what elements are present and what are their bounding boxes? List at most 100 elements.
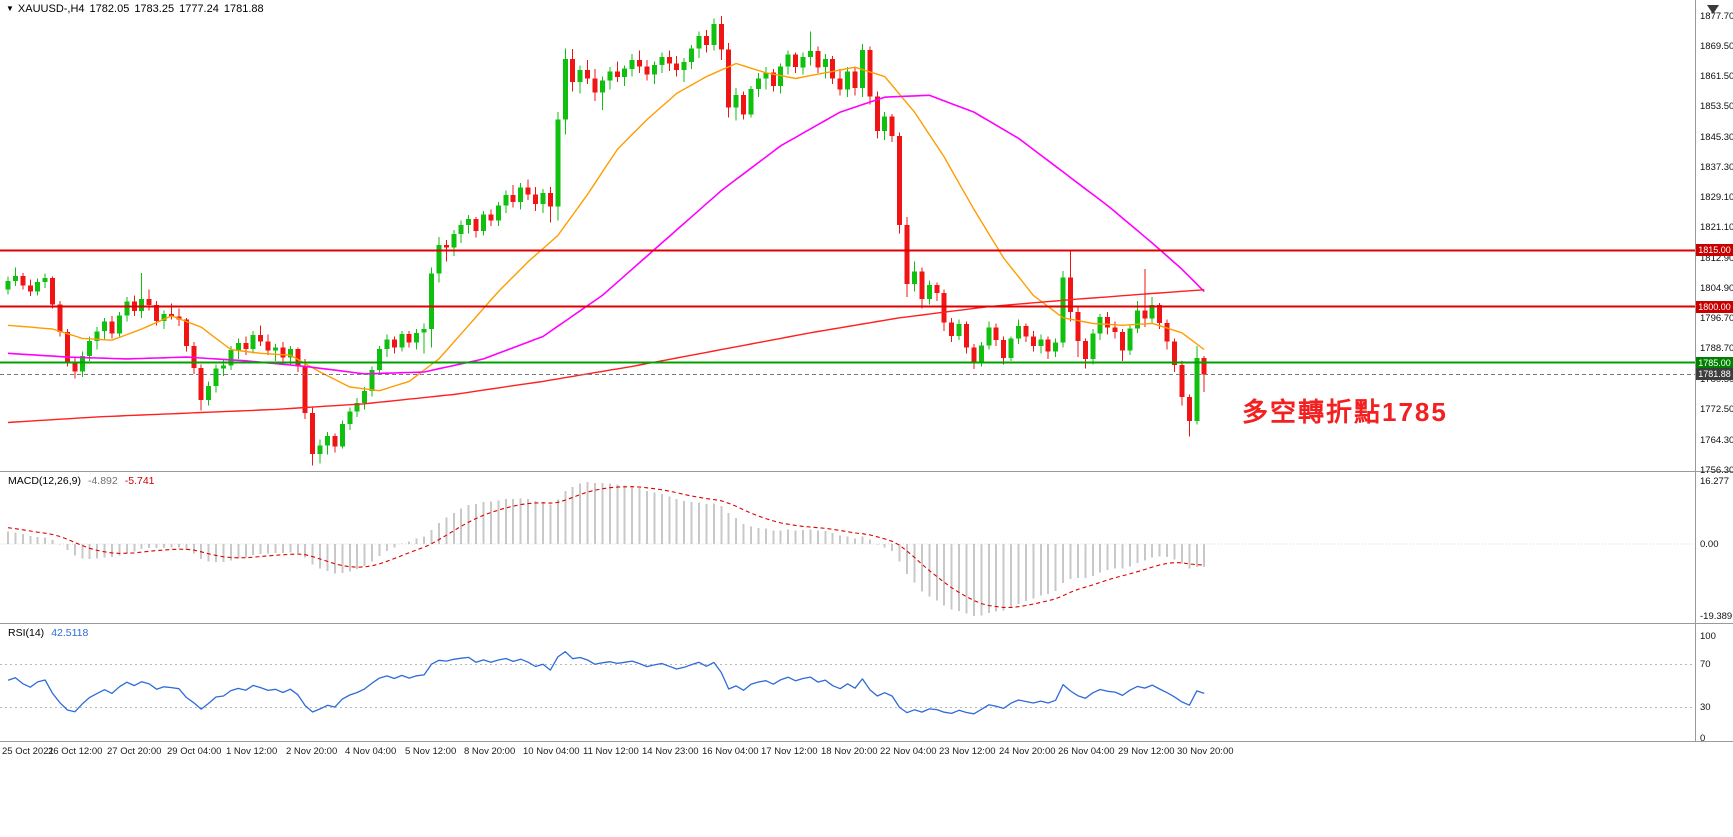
- annotation-text[interactable]: 多空轉折點1785: [1242, 397, 1448, 427]
- panel-separator[interactable]: [0, 471, 1733, 472]
- candle: [741, 91, 747, 120]
- macd-histogram-bar: [965, 544, 968, 614]
- rsi-axis-0-label: 0: [1700, 733, 1706, 744]
- price-axis-label: 1804.90: [1700, 283, 1733, 294]
- macd-histogram-bar: [519, 498, 522, 544]
- macd-histogram-bar: [1062, 544, 1065, 583]
- macd-histogram-bar: [972, 544, 975, 616]
- candle: [1127, 325, 1133, 356]
- time-axis-label: 16 Nov 04:00: [702, 746, 759, 757]
- macd-histogram-bar: [668, 496, 671, 544]
- candle: [1082, 338, 1088, 369]
- rsi-axis-70-label: 70: [1700, 659, 1711, 670]
- candle: [830, 56, 836, 85]
- macd-histogram-bar: [750, 526, 752, 544]
- macd-histogram-bar: [690, 502, 693, 544]
- candle: [1053, 338, 1059, 358]
- candle: [87, 336, 93, 361]
- rsi-value: 42.5118: [51, 627, 89, 639]
- macd-histogram-bar: [1151, 544, 1154, 558]
- macd-histogram-bar: [601, 483, 604, 544]
- macd-histogram-bar: [348, 544, 351, 572]
- macd-histogram-bar: [742, 523, 745, 544]
- candle: [176, 308, 182, 326]
- macd-histogram-bar: [281, 544, 284, 553]
- price-level-label: 1800.00: [1696, 301, 1733, 313]
- macd-histogram-bar: [333, 544, 336, 574]
- candle: [183, 317, 189, 352]
- macd-histogram-bar: [400, 543, 403, 545]
- macd-histogram-bar: [824, 530, 827, 544]
- candle: [1120, 329, 1125, 361]
- candle: [391, 336, 397, 354]
- macd-histogram-bar: [289, 544, 292, 553]
- candle: [897, 132, 903, 234]
- candle: [755, 72, 761, 98]
- candle: [912, 261, 917, 292]
- macd-histogram-bar: [1010, 544, 1012, 608]
- macd-histogram-bar: [831, 532, 834, 544]
- time-axis-label: 14 Nov 23:00: [642, 746, 699, 757]
- rsi-indicator-label: RSI(14) 42.5118: [8, 627, 88, 639]
- symbol-dropdown-icon[interactable]: ▼: [6, 4, 14, 13]
- macd-histogram-bar: [935, 544, 938, 601]
- macd-histogram-bar: [393, 544, 396, 548]
- macd-histogram-bar: [467, 505, 470, 544]
- candle: [666, 50, 672, 71]
- macd-histogram-bar: [653, 492, 656, 544]
- macd-histogram-bar: [913, 544, 916, 583]
- candle: [689, 44, 695, 70]
- macd-histogram-bar: [1002, 544, 1005, 611]
- macd-histogram-bar: [229, 544, 232, 561]
- symbol-timeframe-label: XAUUSD-,H4: [17, 3, 85, 15]
- candle: [414, 329, 420, 350]
- macd-histogram-bar: [51, 539, 54, 544]
- candle: [72, 357, 78, 379]
- candle: [27, 279, 33, 297]
- candle: [748, 85, 754, 118]
- candle: [547, 186, 553, 223]
- time-axis-label: 22 Nov 04:00: [880, 746, 937, 757]
- macd-histogram-bar: [296, 544, 299, 554]
- candle: [815, 46, 821, 73]
- candle: [510, 185, 516, 208]
- macd-histogram-bar: [868, 539, 871, 544]
- macd-histogram-bar: [705, 503, 708, 544]
- candle: [265, 334, 271, 356]
- macd-histogram-bar: [14, 532, 17, 544]
- macd-histogram-bar: [943, 544, 946, 606]
- macd-histogram-bar: [861, 536, 864, 544]
- macd-histogram-bar: [779, 530, 782, 544]
- macd-histogram-bar: [1195, 544, 1198, 568]
- candle: [577, 65, 583, 94]
- candle: [1179, 360, 1185, 406]
- candle: [919, 267, 925, 309]
- candle: [1186, 394, 1192, 437]
- macd-histogram-bar: [408, 541, 411, 544]
- candle: [852, 67, 858, 96]
- price-axis-label: 1861.50: [1700, 71, 1733, 82]
- candle: [681, 57, 687, 83]
- ohlc-low: 1777.24: [179, 3, 219, 15]
- candle: [436, 237, 442, 283]
- macd-histogram-bar: [170, 544, 173, 548]
- panel-separator[interactable]: [0, 623, 1733, 624]
- ohlc-open: 1782.05: [89, 3, 130, 15]
- macd-histogram-bar: [950, 544, 953, 610]
- price-axis-label: 1764.30: [1700, 435, 1733, 446]
- candle: [711, 18, 717, 51]
- candle: [362, 387, 368, 410]
- macd-histogram-bar: [995, 544, 998, 612]
- macd-histogram-bar: [445, 517, 448, 544]
- candle: [1164, 319, 1170, 350]
- candle: [116, 312, 122, 337]
- chart-shift-marker-icon[interactable]: [1707, 5, 1719, 14]
- price-axis-label: 1829.10: [1700, 192, 1733, 203]
- macd-histogram-bar: [1091, 544, 1094, 576]
- macd-histogram-bar: [1173, 544, 1176, 560]
- macd-histogram-bar: [452, 512, 455, 544]
- macd-histogram-bar: [1076, 544, 1079, 578]
- macd-histogram-bar: [192, 544, 195, 554]
- macd-value-signal: -5.741: [124, 475, 155, 487]
